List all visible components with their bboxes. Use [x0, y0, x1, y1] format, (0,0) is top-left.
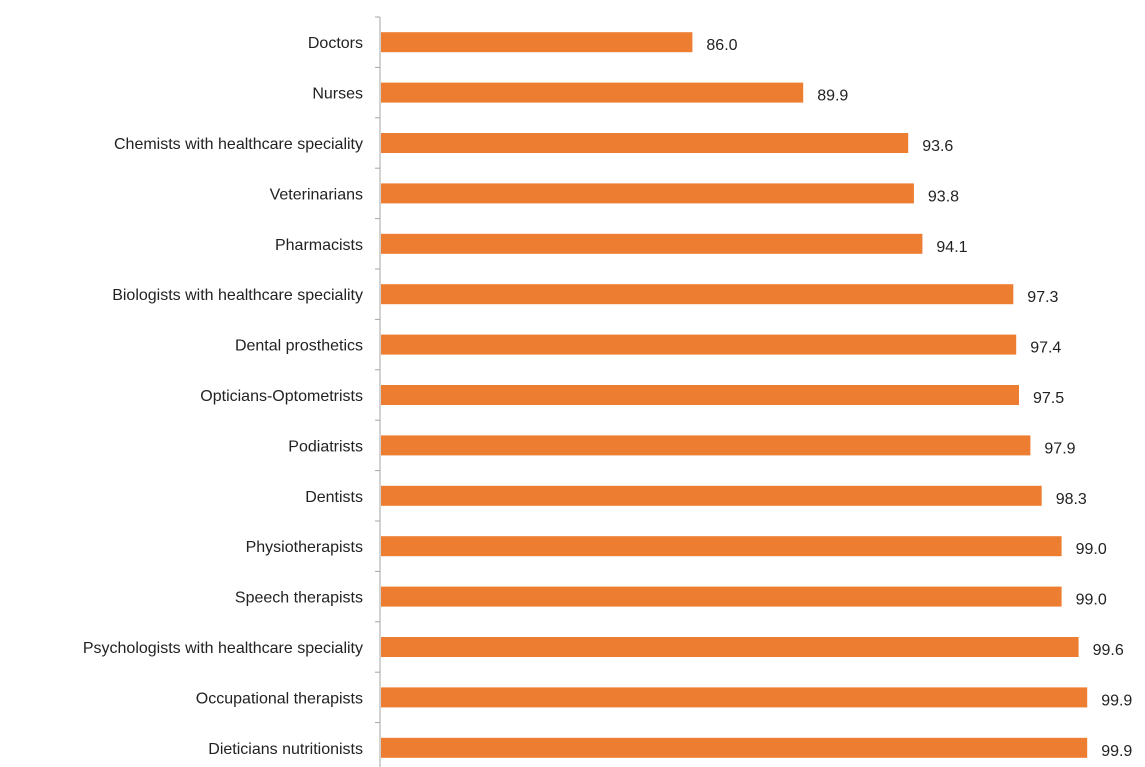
value-label: 89.9: [817, 88, 848, 105]
bar-12: [381, 586, 1062, 607]
bar-6: [381, 284, 1014, 305]
y-axis: [375, 16, 381, 767]
value-label: 99.9: [1101, 743, 1132, 760]
bars-group: [381, 32, 1088, 758]
value-label: 94.1: [936, 239, 967, 256]
category-label: Chemists with healthcare speciality: [114, 136, 363, 153]
value-label: 97.3: [1027, 289, 1058, 306]
bar-11: [381, 536, 1062, 557]
category-label: Dental prosthetics: [235, 338, 363, 355]
value-label: 97.4: [1030, 340, 1061, 357]
bar-10: [381, 485, 1042, 506]
bar-14: [381, 687, 1088, 708]
bar-15: [381, 737, 1088, 758]
bar-4: [381, 183, 914, 204]
value-label: 98.3: [1056, 491, 1087, 508]
value-label: 93.6: [922, 138, 953, 155]
category-label: Biologists with healthcare speciality: [112, 287, 363, 304]
value-label: 86.0: [706, 37, 737, 54]
bar-1: [381, 32, 693, 53]
value-label: 99.0: [1076, 592, 1107, 609]
bar-3: [381, 133, 909, 153]
bar-9: [381, 435, 1031, 456]
bar-13: [381, 637, 1079, 657]
bar-8: [381, 385, 1019, 405]
category-label: Occupational therapists: [196, 690, 363, 707]
category-label: Psychologists with healthcare speciality: [83, 640, 363, 657]
category-label: Nurses: [312, 86, 363, 103]
value-label: 99.0: [1076, 541, 1107, 558]
category-label: Pharmacists: [275, 237, 363, 254]
bar-2: [381, 82, 804, 103]
category-label: Podiatrists: [288, 438, 363, 455]
value-label: 97.9: [1044, 440, 1075, 457]
category-label: Dieticians nutritionists: [208, 741, 363, 758]
category-labels-group: Doctors Nurses Chemists with healthcare sp…: [83, 35, 363, 758]
category-label: Doctors: [308, 35, 363, 52]
value-label: 97.5: [1033, 390, 1064, 407]
category-label: Opticians-Optometrists: [200, 388, 363, 405]
category-label: Physiotherapists: [246, 539, 363, 556]
bar-5: [381, 233, 923, 254]
bar-7: [381, 334, 1017, 355]
category-label: Speech therapists: [235, 590, 363, 607]
value-labels-group: 86.0 89.9 93.6 93.8 94.1 97.3 97.4 97.5 97.9 98.3…: [706, 37, 1132, 760]
category-label: Veterinarians: [270, 186, 363, 203]
category-label: Dentists: [305, 489, 363, 506]
value-label: 99.9: [1101, 692, 1132, 709]
value-label: 99.6: [1093, 642, 1124, 659]
value-label: 93.8: [928, 188, 959, 205]
